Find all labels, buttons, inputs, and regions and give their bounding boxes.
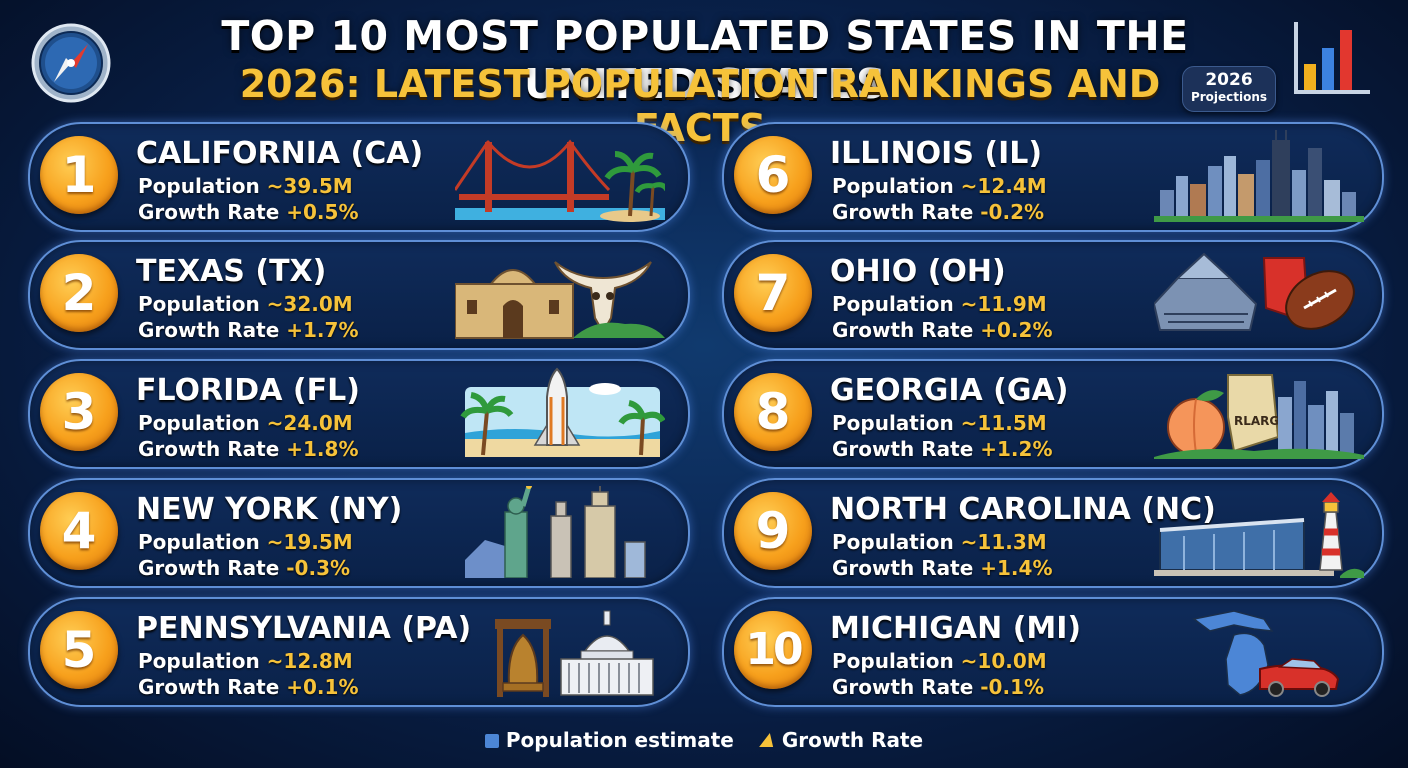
population-value: ~11.3M [960, 530, 1047, 554]
statue-of-liberty-icon [465, 486, 646, 578]
population-line: Population ~32.0M [138, 292, 353, 316]
growth-value: -0.3% [286, 556, 351, 580]
state-name: GEORGIA (GA) [830, 373, 1069, 408]
population-line: Population ~11.5M [832, 411, 1047, 435]
growth-value: +0.2% [980, 318, 1053, 342]
growth-line: Growth Rate -0.2% [832, 200, 1045, 224]
growth-line: Growth Rate +1.4% [832, 556, 1053, 580]
state-card-10: 10 MICHIGAN (MI) Population ~10.0M Growt… [722, 597, 1384, 707]
rank-badge: 7 [734, 254, 812, 332]
state-name: MICHIGAN (MI) [830, 611, 1082, 646]
rank-badge: 6 [734, 136, 812, 214]
growth-line: Growth Rate +0.5% [138, 200, 359, 224]
population-line: Population ~11.9M [832, 292, 1047, 316]
legend-item-growth: Growth Rate [758, 728, 923, 752]
growth-line: Growth Rate +1.2% [832, 437, 1053, 461]
state-card-6: 6 ILLINOIS (IL) Population ~12.4M Growth… [722, 122, 1384, 232]
state-name: NORTH CAROLINA (NC) [830, 492, 1216, 527]
liberty-bell-capitol-icon [495, 610, 654, 697]
growth-line: Growth Rate +1.7% [138, 318, 359, 342]
michigan-map-car-icon [1192, 610, 1340, 697]
state-card-4: 4 NEW YORK (NY) Population ~19.5M Growth… [28, 478, 690, 588]
growth-line: Growth Rate +0.2% [832, 318, 1053, 342]
growth-value: +1.8% [286, 437, 359, 461]
state-card-8: 8 GEORGIA (GA) Population ~11.5M Growth … [722, 359, 1384, 469]
bar-chart-icon [1294, 22, 1370, 94]
population-value: ~12.4M [960, 174, 1047, 198]
golden-gate-bridge-icon [455, 139, 665, 222]
growth-value: -0.2% [980, 200, 1045, 224]
space-shuttle-beach-icon [460, 367, 665, 457]
population-value: ~19.5M [266, 530, 353, 554]
rank-badge: 3 [40, 373, 118, 451]
chicago-skyline-icon [1154, 130, 1364, 222]
growth-value: +1.7% [286, 318, 359, 342]
page-title: TOP 10 MOST POPULATED STATES IN THE UNIT… [221, 12, 1189, 108]
population-line: Population ~11.3M [832, 530, 1047, 554]
peach-georgia-map-icon: RLARGIA [1154, 374, 1364, 459]
population-line: Population ~12.8M [138, 649, 353, 673]
state-name: FLORIDA (FL) [136, 373, 360, 408]
badge-label: Projections [1190, 90, 1268, 104]
population-value: ~11.9M [960, 292, 1047, 316]
rank-badge: 1 [40, 136, 118, 214]
triangle-icon [758, 733, 777, 747]
population-line: Population ~12.4M [832, 174, 1047, 198]
stadium-football-icon [1154, 252, 1355, 331]
state-name: ILLINOIS (IL) [830, 136, 1043, 171]
state-name: NEW YORK (NY) [136, 492, 403, 527]
growth-line: Growth Rate +1.8% [138, 437, 359, 461]
growth-value: +1.4% [980, 556, 1053, 580]
rank-badge: 2 [40, 254, 118, 332]
population-value: ~12.8M [266, 649, 353, 673]
growth-value: +1.2% [980, 437, 1053, 461]
legend-item-population: Population estimate [484, 728, 734, 752]
state-card-2: 2 TEXAS (TX) Population ~32.0M Growth Ra… [28, 240, 690, 350]
population-line: Population ~19.5M [138, 530, 353, 554]
population-value: ~10.0M [960, 649, 1047, 673]
population-value: ~32.0M [266, 292, 353, 316]
alamo-longhorn-icon [455, 261, 665, 339]
population-value: ~24.0M [266, 411, 353, 435]
legend: Population estimate Growth Rate [0, 728, 1408, 752]
state-card-3: 3 FLORIDA (FL) Population ~24.0M Growth … [28, 359, 690, 469]
rank-badge: 8 [734, 373, 812, 451]
rank-badge: 9 [734, 492, 812, 570]
rank-badge: 10 [734, 611, 812, 689]
state-card-9: 9 NORTH CAROLINA (NC) Population ~11.3M … [722, 478, 1384, 588]
growth-line: Growth Rate +0.1% [138, 675, 359, 699]
growth-value: -0.1% [980, 675, 1045, 699]
state-name: OHIO (OH) [830, 254, 1006, 289]
state-name: CALIFORNIA (CA) [136, 136, 424, 171]
compass-icon [31, 23, 111, 103]
square-icon [484, 734, 499, 748]
population-line: Population ~10.0M [832, 649, 1047, 673]
growth-line: Growth Rate -0.1% [832, 675, 1045, 699]
state-card-5: 5 PENNSYLVANIA (PA) Population ~12.8M Gr… [28, 597, 690, 707]
population-line: Population ~24.0M [138, 411, 353, 435]
projections-badge: 2026 Projections [1182, 66, 1276, 112]
growth-line: Growth Rate -0.3% [138, 556, 351, 580]
state-name: TEXAS (TX) [136, 254, 327, 289]
state-name: PENNSYLVANIA (PA) [136, 611, 472, 646]
growth-value: +0.1% [286, 675, 359, 699]
rank-badge: 5 [40, 611, 118, 689]
badge-year: 2026 [1205, 70, 1253, 90]
population-line: Population ~39.5M [138, 174, 353, 198]
rank-badge: 4 [40, 492, 118, 570]
growth-value: +0.5% [286, 200, 359, 224]
population-value: ~11.5M [960, 411, 1047, 435]
state-card-1: 1 CALIFORNIA (CA) Population ~39.5M Grow… [28, 122, 690, 232]
population-value: ~39.5M [266, 174, 353, 198]
building-lighthouse-icon [1154, 492, 1364, 578]
state-card-7: 7 OHIO (OH) Population ~11.9M Growth Rat… [722, 240, 1384, 350]
